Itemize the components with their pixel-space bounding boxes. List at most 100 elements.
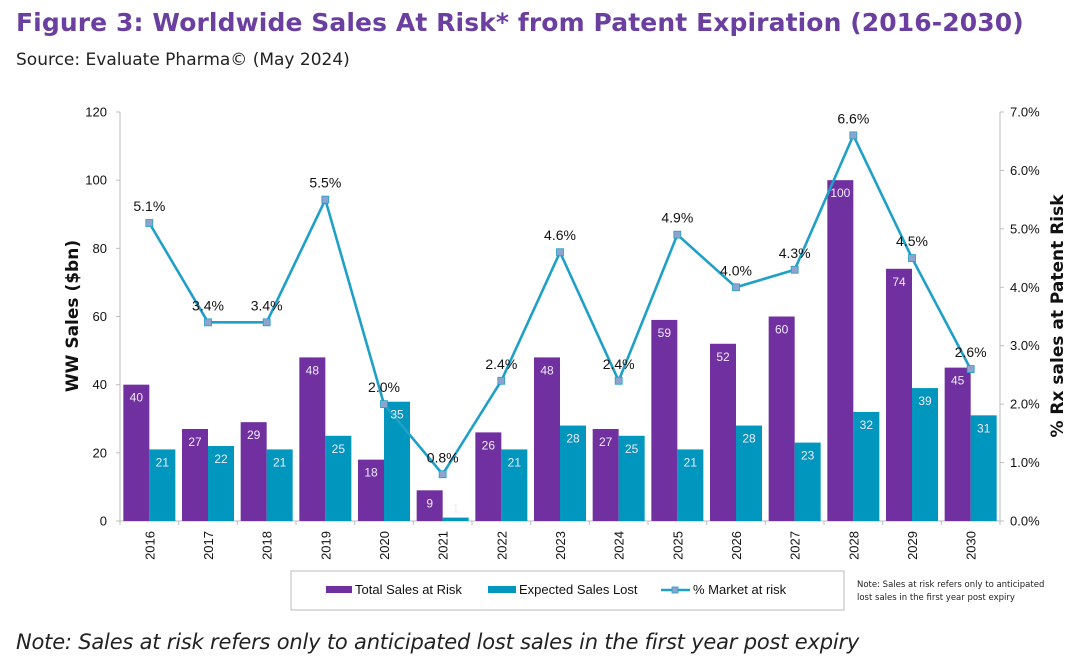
left-axis-tick-label: 80	[93, 241, 107, 256]
market-risk-marker	[145, 219, 154, 227]
legend: Total Sales at Risk Expected Sales Lost …	[290, 570, 845, 611]
bar-total-sales	[827, 180, 854, 521]
bar-label-total-sales: 40	[130, 391, 144, 405]
bar-expected-lost	[442, 517, 469, 521]
market-risk-label: 5.1%	[133, 198, 165, 214]
bar-label-expected-lost: 21	[156, 455, 170, 469]
bar-expected-lost	[794, 442, 821, 521]
left-axis: 0 20 40 60 80 100 120	[85, 105, 121, 529]
bar-expected-lost	[736, 425, 762, 521]
market-risk-label: 5.5%	[309, 175, 341, 191]
figure-source: Source: Evaluate Pharma© (May 2024)	[16, 50, 350, 70]
market-risk-label: 2.4%	[485, 356, 517, 372]
bar-label-total-sales: 18	[364, 466, 378, 480]
bar-expected-lost	[149, 449, 176, 521]
left-axis-tick-label: 120	[85, 105, 107, 120]
bar-expected-lost	[618, 435, 645, 521]
market-risk-marker	[556, 248, 564, 257]
market-risk-marker	[673, 230, 682, 239]
bar-label-expected-lost: 25	[332, 442, 346, 456]
bar-expected-lost	[208, 446, 234, 521]
left-axis-tick-label: 40	[93, 377, 107, 392]
bar-expected-lost	[266, 449, 293, 521]
bar-label-total-sales: 100	[830, 186, 850, 200]
legend-box	[290, 570, 845, 611]
bar-total-sales	[768, 316, 795, 521]
market-risk-label: 0.8%	[427, 449, 459, 465]
market-risk-marker	[966, 365, 975, 373]
market-risk-marker	[321, 195, 330, 204]
x-axis-tick-label: 2024	[612, 531, 627, 560]
market-risk-marker	[732, 283, 740, 292]
x-axis-tick-label: 2025	[670, 531, 685, 560]
market-risk-marker	[438, 470, 447, 479]
bar-label-total-sales: 27	[188, 435, 202, 449]
bar-label-expected-lost: 28	[566, 432, 580, 446]
bar-label-expected-lost: 25	[625, 442, 639, 456]
right-axis-tick-label: 7.0%	[1010, 105, 1040, 120]
bar-label-total-sales: 26	[482, 438, 496, 452]
market-risk-marker	[204, 318, 212, 327]
bar-label-expected-lost: 23	[801, 449, 815, 463]
market-risk-label: 6.6%	[837, 110, 869, 126]
bar-total-sales	[240, 422, 267, 521]
bar-total-sales	[182, 428, 208, 521]
legend-label-expected-lost: Expected Sales Lost	[519, 582, 638, 597]
x-axis-tick-label: 2029	[905, 531, 920, 560]
bar-label-total-sales: 48	[306, 363, 320, 377]
bar-total-sales	[475, 432, 502, 521]
bar-total-sales	[710, 343, 736, 521]
right-axis-tick-label: 1.0%	[1010, 455, 1040, 470]
left-axis-tick-label: 0	[100, 514, 107, 529]
market-risk-marker	[790, 265, 799, 274]
bar-total-sales	[123, 384, 150, 521]
market-risk-marker	[908, 254, 916, 262]
footnote: Note: Sales at risk refers only to antic…	[16, 630, 860, 654]
market-risk-marker	[849, 131, 858, 140]
bar-label-total-sales: 48	[540, 363, 554, 377]
x-axis-tick-label: 2027	[788, 531, 803, 560]
bar-total-sales	[886, 268, 912, 521]
bar-label-expected-lost: 21	[508, 455, 522, 469]
market-risk-marker	[262, 318, 271, 327]
bar-expected-lost	[560, 425, 586, 521]
y2-axis-title: % Rx sales at Patent Risk	[1048, 194, 1068, 438]
market-risk-label: 4.5%	[896, 233, 928, 249]
bar-label-total-sales: 29	[247, 428, 261, 442]
x-axis-tick-label: 2018	[260, 531, 275, 560]
bar-expected-lost	[970, 415, 997, 521]
market-risk-label: 2.4%	[603, 356, 635, 372]
figure-title: Figure 3: Worldwide Sales At Risk* from …	[16, 8, 1024, 37]
market-risk-label: 4.9%	[661, 210, 693, 226]
bar-label-expected-lost: 21	[684, 455, 698, 469]
x-axis-tick-label: 2019	[318, 531, 333, 560]
bar-expected-lost	[677, 449, 704, 521]
bar-label-expected-lost: 21	[273, 455, 287, 469]
x-axis-tick-label: 2022	[494, 531, 509, 560]
bar-label-total-sales: 45	[951, 374, 965, 388]
market-risk-line	[145, 131, 975, 479]
x-axis-tick-label: 2021	[436, 531, 451, 560]
bar-total-sales	[534, 357, 560, 521]
left-axis-tick-label: 20	[93, 445, 107, 460]
x-axis-tick-label: 2023	[553, 531, 568, 560]
bar-label-total-sales: 60	[775, 323, 789, 337]
bar-label-total-sales: 52	[716, 350, 730, 364]
right-axis-tick-label: 0.0%	[1010, 514, 1040, 529]
market-risk-label: 2.6%	[955, 344, 987, 360]
market-risk-label: 4.0%	[720, 262, 752, 278]
left-axis-tick-label: 100	[85, 173, 107, 188]
bar-total-sales	[944, 367, 971, 521]
legend-swatch-total-sales	[326, 586, 352, 593]
data-labels: 40 21 27 22 29 21 48 25 18 35 9 1 26 21 48 28 27 25 59 21 52…	[130, 110, 991, 515]
bar-expected-lost	[853, 411, 880, 521]
left-axis-tick-label: 60	[93, 309, 107, 324]
bar-label-expected-lost: 39	[918, 394, 932, 408]
y-axis-title: WW Sales ($bn)	[63, 240, 83, 392]
market-risk-label: 3.4%	[192, 297, 224, 313]
right-axis-tick-label: 5.0%	[1010, 221, 1040, 236]
market-risk-marker	[380, 400, 388, 409]
bars	[123, 180, 997, 521]
bar-label-total-sales: 9	[426, 496, 433, 510]
